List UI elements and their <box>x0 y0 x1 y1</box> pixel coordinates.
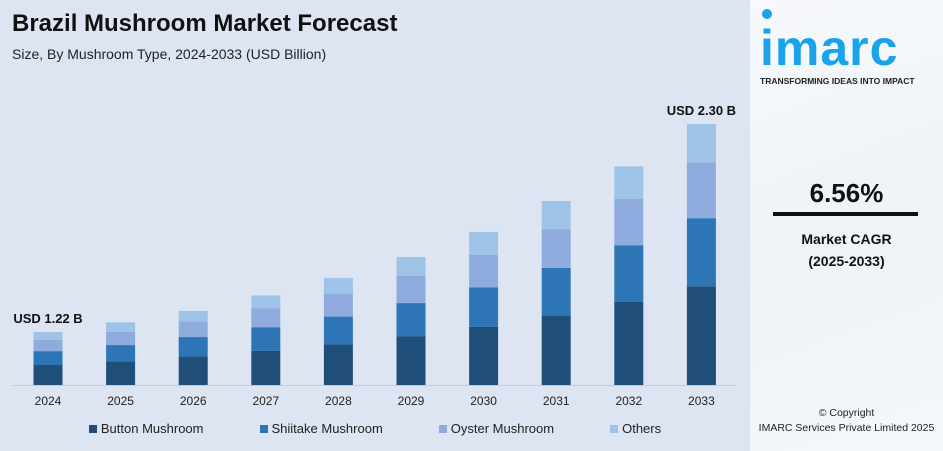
stacked-bar-chart: 2024 2025 2026 2027 2028 2029 2030 2031 2032 2033… <box>12 103 736 408</box>
copyright-label: © Copyright <box>818 407 875 419</box>
x-tick-label: 2033 <box>688 394 715 408</box>
bar-segment-2028-3 <box>323 278 353 294</box>
x-tick-label: 2029 <box>398 394 425 408</box>
bar-segment-2026-2 <box>178 321 208 338</box>
bar-segment-2027-1 <box>251 327 281 351</box>
data-label: USD 1.22 B <box>13 311 82 326</box>
bar-segment-2032-0 <box>614 301 644 385</box>
tagline: TRANSFORMING IDEAS INTO IMPACT <box>760 76 915 86</box>
bar-segment-2033-2 <box>686 162 716 219</box>
bar-segment-2031-2 <box>541 229 571 268</box>
bar-segment-2024-0 <box>33 365 63 385</box>
cagr-label: Market CAGR (2025-2033) <box>750 228 943 272</box>
cagr-period: (2025-2033) <box>808 253 885 269</box>
bar-segment-2031-1 <box>541 267 571 316</box>
legend: Button Mushroom Shiitake Mushroom Oyster M… <box>0 421 750 436</box>
bar-segment-2027-0 <box>251 350 281 385</box>
bar-segment-2029-3 <box>396 256 426 277</box>
bar-segment-2028-1 <box>323 316 353 345</box>
legend-swatch <box>438 424 447 433</box>
chart-panel: Brazil Mushroom Market Forecast Size, By… <box>0 10 750 436</box>
bar-segment-2032-3 <box>614 166 644 199</box>
side-panel: imarc TRANSFORMING IDEAS INTO IMPACT 6.5… <box>750 0 943 451</box>
x-tick-label: 2028 <box>325 394 352 408</box>
bar-segment-2029-2 <box>396 276 426 304</box>
bar-segment-2024-1 <box>33 351 63 366</box>
bar-segment-2029-0 <box>396 336 426 385</box>
copyright: © Copyright IMARC Services Private Limit… <box>750 406 943 436</box>
chart-title: Brazil Mushroom Market Forecast <box>12 10 398 37</box>
bar-segment-2028-2 <box>323 293 353 317</box>
divider <box>773 212 918 216</box>
bar-segment-2024-3 <box>33 332 63 340</box>
bar-segment-2026-0 <box>178 356 208 385</box>
bar-segment-2026-3 <box>178 310 208 322</box>
legend-label: Others <box>622 421 662 436</box>
x-tick-label: 2027 <box>252 394 279 408</box>
cagr-value: 6.56% <box>809 178 884 208</box>
legend-item: Button Mushroom <box>88 421 204 436</box>
bar-segment-2030-1 <box>469 287 499 327</box>
bar-segment-2030-2 <box>469 254 499 288</box>
bar-segment-2027-3 <box>251 295 281 309</box>
bar-segment-2033-3 <box>686 124 716 163</box>
x-tick-label: 2030 <box>470 394 497 408</box>
legend-item: Oyster Mushroom <box>438 421 555 436</box>
bar-segment-2025-1 <box>106 345 136 362</box>
legend-item: Shiitake Mushroom <box>259 421 383 436</box>
bar-segment-2032-1 <box>614 245 644 302</box>
cagr-label-text: Market CAGR <box>801 231 892 247</box>
imarc-logo: imarc <box>760 20 899 76</box>
company-name: IMARC Services Private Limited 2025 <box>758 422 935 434</box>
bar-segment-2025-2 <box>106 331 136 346</box>
chart-subtitle: Size, By Mushroom Type, 2024-2033 (USD B… <box>12 46 327 62</box>
bar-segment-2025-3 <box>106 322 136 332</box>
bar-segment-2024-2 <box>33 339 63 352</box>
bar-segment-2029-1 <box>396 303 426 337</box>
x-tick-label: 2025 <box>107 394 134 408</box>
x-tick-label: 2032 <box>615 394 642 408</box>
x-tick-label: 2024 <box>35 394 62 408</box>
bar-segment-2033-0 <box>686 286 716 385</box>
bar-segment-2030-3 <box>469 231 499 255</box>
legend-label: Button Mushroom <box>100 421 204 436</box>
logo-dot <box>762 9 772 19</box>
bar-segment-2032-2 <box>614 198 644 246</box>
bar-segment-2033-1 <box>686 218 716 287</box>
x-tick-label: 2031 <box>543 394 570 408</box>
legend-swatch <box>259 424 268 433</box>
legend-swatch <box>88 424 97 433</box>
legend-swatch <box>610 424 619 433</box>
bar-segment-2026-1 <box>178 337 208 357</box>
bar-segment-2025-0 <box>106 361 136 385</box>
legend-label: Shiitake Mushroom <box>271 421 383 436</box>
bar-segment-2030-0 <box>469 326 499 385</box>
data-label: USD 2.30 B <box>667 103 736 118</box>
bar-segment-2031-3 <box>541 201 571 230</box>
bar-segment-2028-0 <box>323 344 353 385</box>
legend-label: Oyster Mushroom <box>450 421 555 436</box>
bar-segment-2027-2 <box>251 308 281 328</box>
legend-item: Others <box>610 421 661 436</box>
bar-segment-2031-0 <box>541 315 571 385</box>
x-tick-label: 2026 <box>180 394 207 408</box>
